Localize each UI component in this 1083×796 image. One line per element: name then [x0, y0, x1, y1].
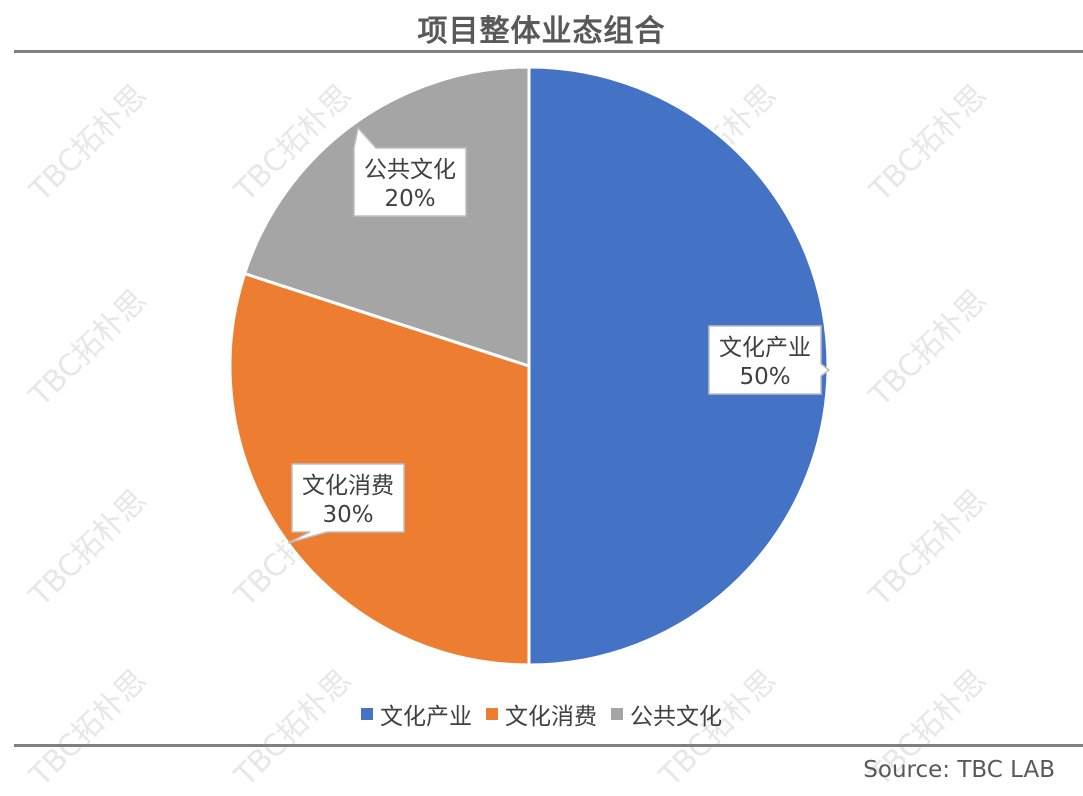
watermark-text: TBC拓朴思 — [862, 78, 993, 209]
data-label-box-1 — [287, 463, 405, 544]
watermark-text: TBC拓朴思 — [862, 283, 993, 414]
data-label-callouts: 文化产业 50% 文化消费 30% 公共文化 20% — [287, 126, 831, 544]
legend-swatch-1 — [486, 708, 498, 720]
legend-item-2: 公共文化 — [611, 697, 722, 731]
data-label-box-2 — [353, 126, 467, 217]
data-label-name-1: 文化消费 — [302, 473, 394, 499]
data-label-2: 公共文化 20% — [353, 126, 467, 217]
data-label-name-0: 文化产业 — [719, 335, 811, 361]
legend-label-0: 文化产业 — [380, 704, 472, 730]
data-label-percent-0: 50% — [739, 364, 790, 390]
data-label-percent-1: 30% — [322, 502, 373, 528]
pie-slice-0 — [527, 65, 830, 667]
watermark-text: TBC拓朴思 — [22, 78, 153, 209]
footer-divider — [14, 744, 1083, 747]
watermark-text: TBC拓朴思 — [22, 483, 153, 614]
legend-item-0: 文化产业 — [361, 697, 472, 731]
legend-swatch-0 — [361, 708, 373, 720]
watermark-text: TBC拓朴思 — [22, 283, 153, 414]
legend-swatch-2 — [611, 708, 623, 720]
data-label-box-0 — [708, 325, 831, 395]
source-note: Source: TBC LAB — [863, 757, 1055, 783]
data-label-0: 文化产业 50% — [708, 325, 831, 395]
chart-title: 项目整体业态组合 — [417, 14, 666, 49]
legend-label-1: 文化消费 — [505, 704, 597, 730]
data-label-percent-2: 20% — [384, 186, 435, 212]
watermark-text: TBC拓朴思 — [862, 483, 993, 614]
title-divider — [14, 50, 1083, 53]
chart-legend: 文化产业 文化消费 公共文化 — [0, 697, 1083, 731]
legend-label-2: 公共文化 — [630, 704, 722, 730]
legend-item-1: 文化消费 — [486, 697, 597, 731]
data-label-1: 文化消费 30% — [287, 463, 405, 544]
data-label-name-2: 公共文化 — [364, 157, 456, 183]
